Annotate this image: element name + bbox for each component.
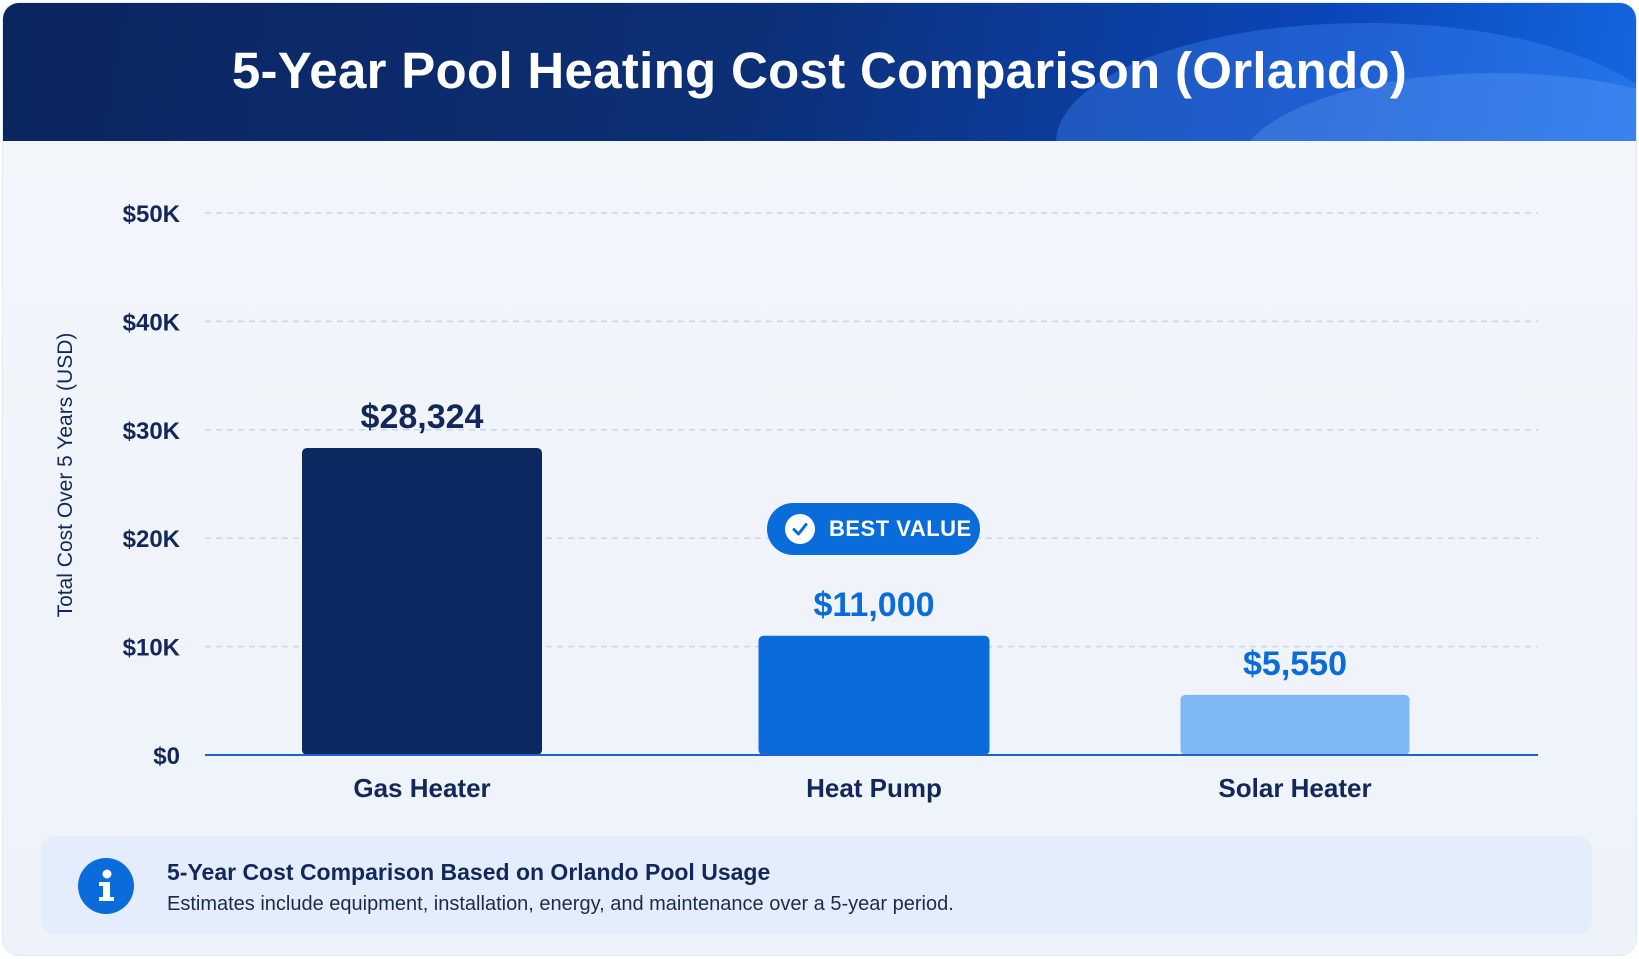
best-value-label: BEST VALUE bbox=[829, 516, 972, 541]
info-icon bbox=[78, 858, 134, 914]
chart-title: 5-Year Pool Heating Cost Comparison (Orl… bbox=[231, 42, 1408, 99]
value-label: $28,324 bbox=[361, 398, 484, 436]
value-label: $11,000 bbox=[813, 586, 934, 624]
info-panel: 5-Year Cost Comparison Based on Orlando … bbox=[41, 836, 1592, 934]
y-tick-label: $40K bbox=[123, 309, 181, 336]
value-label: $5,550 bbox=[1243, 645, 1347, 683]
check-circle-icon bbox=[785, 514, 815, 544]
bar-solar-heater bbox=[1180, 694, 1410, 755]
info-text: Estimates include equipment, installatio… bbox=[167, 893, 954, 915]
y-tick-label: $0 bbox=[153, 743, 180, 770]
y-tick-label: $10K bbox=[123, 635, 181, 662]
info-heading: 5-Year Cost Comparison Based on Orlando … bbox=[167, 859, 771, 885]
x-tick-label: Solar Heater bbox=[1218, 773, 1371, 803]
best-value-badge: BEST VALUE bbox=[767, 503, 980, 555]
x-tick-label: Heat Pump bbox=[806, 773, 942, 803]
bar-heat-pump bbox=[758, 635, 990, 755]
y-tick-label: $50K bbox=[123, 201, 181, 228]
x-tick-label: Gas Heater bbox=[353, 773, 490, 803]
y-tick-label: $30K bbox=[123, 418, 181, 445]
bar-gas-heater bbox=[302, 447, 542, 755]
y-tick-label: $20K bbox=[123, 526, 181, 553]
header-banner: 5-Year Pool Heating Cost Comparison (Orl… bbox=[3, 3, 1636, 141]
chart-card: 5-Year Pool Heating Cost Comparison (Orl… bbox=[3, 3, 1636, 955]
